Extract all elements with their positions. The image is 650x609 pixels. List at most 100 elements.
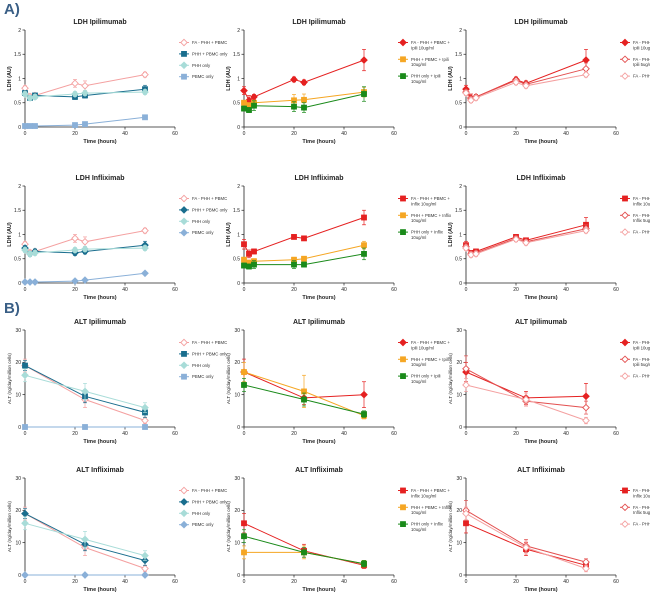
legend-marker <box>400 229 406 235</box>
data-point <box>360 390 368 399</box>
legend-label: PHH + PBMC only <box>192 499 228 504</box>
legend-marker <box>399 38 407 47</box>
data-point <box>301 96 307 103</box>
chart-title: ALT Infliximab <box>295 467 343 474</box>
series-3 <box>21 516 149 561</box>
series-1 <box>462 49 590 103</box>
legend-label: FA - PHH + PBMC + <box>633 357 650 362</box>
legend-label: FA - PHH + PBMC <box>192 40 227 45</box>
series-3 <box>462 70 590 105</box>
y-axis-label: ALT (ng/day/million cells) <box>7 501 12 552</box>
legend-label: PHH only + Inflix <box>411 230 444 235</box>
y-tick-label: 2 <box>237 184 240 190</box>
legend-item: PHH + PBMC only <box>179 206 228 214</box>
series-3 <box>462 226 590 259</box>
data-point <box>512 235 520 244</box>
legend-item: PHH only <box>179 509 211 518</box>
x-tick-label: 60 <box>172 131 178 137</box>
legend-item: FA - PHH + PBMC +Ipili 5ug/ml <box>620 55 650 67</box>
y-tick-label: 30 <box>456 476 462 482</box>
legend-marker <box>400 373 406 379</box>
y-tick-label: 0 <box>18 125 21 131</box>
series-3 <box>462 378 590 425</box>
data-point <box>462 244 470 252</box>
legend-item: FA - PHH + PBMC +Ipili 5ug/ml <box>620 355 650 367</box>
legend-label: PHH only + Ipili <box>411 374 441 379</box>
data-point <box>246 251 252 257</box>
data-point <box>522 81 530 90</box>
x-tick-label: 0 <box>465 431 468 437</box>
data-point <box>361 560 367 567</box>
legend-label: PHH + PBMC only <box>192 207 228 212</box>
x-tick-label: 20 <box>513 287 519 293</box>
x-axis-label: Time (hours) <box>524 139 557 145</box>
data-point <box>241 105 247 112</box>
legend-label: Ipili 10ug/ml <box>633 345 650 350</box>
y-axis-label: LDH (AU) <box>226 66 232 91</box>
data-point <box>582 70 590 79</box>
series-3 <box>21 244 149 258</box>
data-point <box>522 395 530 404</box>
chart-title: LDH Ipilimumab <box>514 19 567 26</box>
x-tick-label: 20 <box>291 131 297 137</box>
x-tick-label: 0 <box>24 131 27 137</box>
y-tick-label: 10 <box>15 540 21 546</box>
legend-marker <box>181 350 187 357</box>
y-axis-label: LDH (AU) <box>7 222 13 247</box>
data-point <box>241 99 247 106</box>
x-tick-label: 20 <box>513 431 519 437</box>
y-tick-label: 0 <box>459 573 462 579</box>
legend-label: Inflix 5ug/ml <box>633 218 650 223</box>
data-point <box>301 261 307 268</box>
data-point <box>361 242 367 249</box>
data-point <box>81 571 89 579</box>
data-point <box>141 70 149 79</box>
chart-title: ALT Ipilimumab <box>515 319 567 326</box>
legend-item: PBMC only <box>179 373 214 380</box>
data-point <box>522 238 530 247</box>
data-point <box>141 226 149 235</box>
series-3 <box>241 86 367 113</box>
data-point <box>71 246 79 254</box>
y-tick-label: 0.5 <box>455 101 462 107</box>
data-point <box>291 234 297 240</box>
series-1 <box>463 217 589 256</box>
x-tick-label: 40 <box>122 287 128 293</box>
data-point <box>250 93 258 101</box>
legend-marker <box>621 72 629 80</box>
legend-item: FA - PHH + PBMC +Ipili 10ug/ml <box>398 338 450 350</box>
legend-label: 10ug/ml <box>411 79 426 84</box>
data-point <box>462 381 470 389</box>
legend-marker <box>180 61 188 70</box>
legend-marker <box>621 338 629 347</box>
data-point <box>71 277 79 285</box>
data-point <box>81 245 89 253</box>
data-point <box>582 56 590 64</box>
legend-label: Ipili 5ug/ml <box>633 62 650 67</box>
x-tick-label: 20 <box>513 579 519 585</box>
legend-marker <box>180 486 188 495</box>
legend-label: FA - PHH + PBMC + <box>633 196 650 201</box>
legend-label: PBMC only <box>192 230 214 235</box>
legend-item: PBMC only <box>179 73 214 80</box>
x-tick-label: 40 <box>341 287 347 293</box>
legend-marker <box>180 361 188 370</box>
series-line <box>465 59 587 99</box>
series-2 <box>241 240 367 266</box>
data-point <box>361 411 367 417</box>
legend-marker <box>622 487 628 494</box>
legend-label: PHH + PBMC + Inflix <box>411 213 452 218</box>
data-point <box>241 256 247 263</box>
data-point <box>246 102 252 109</box>
panel-a-label: A) <box>4 1 20 18</box>
legend-marker <box>400 356 406 363</box>
x-tick-label: 40 <box>341 431 347 437</box>
legend-label: FA - PHH + PBMC <box>633 230 650 235</box>
data-point <box>141 88 149 96</box>
x-tick-label: 40 <box>563 287 569 293</box>
y-tick-label: 2 <box>237 28 240 34</box>
legend-label: Ipili 5ug/ml <box>633 362 650 367</box>
series-4 <box>21 269 149 286</box>
legend-label: PHH only + Ipili <box>411 74 441 79</box>
